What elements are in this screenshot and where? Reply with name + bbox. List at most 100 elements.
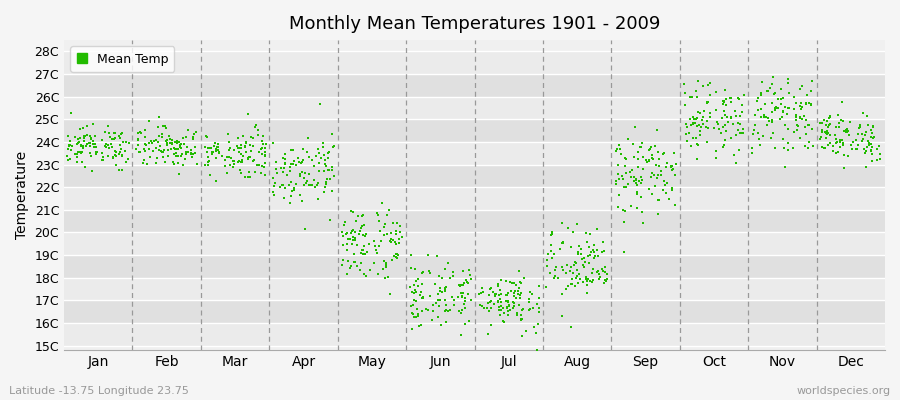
Point — [598, 278, 613, 284]
Point — [564, 280, 579, 287]
Point — [137, 146, 151, 152]
Point — [824, 140, 838, 146]
Point — [232, 145, 247, 151]
Point — [519, 328, 534, 334]
Point — [376, 232, 391, 238]
Point — [169, 150, 184, 156]
Point — [795, 83, 809, 90]
Point — [317, 152, 331, 158]
Point — [179, 150, 194, 157]
Point — [276, 165, 291, 171]
Point — [712, 125, 726, 132]
Point — [218, 156, 232, 163]
Point — [157, 147, 171, 154]
Point — [515, 307, 529, 314]
Point — [133, 128, 148, 135]
Point — [488, 293, 502, 299]
Point — [554, 245, 568, 252]
Point — [652, 163, 667, 169]
Point — [154, 148, 168, 154]
Point — [734, 102, 749, 108]
Point — [335, 229, 349, 236]
Point — [360, 248, 374, 255]
Point — [266, 175, 281, 181]
Point — [345, 241, 359, 247]
Point — [83, 150, 97, 156]
Point — [150, 124, 165, 130]
Point — [777, 145, 791, 151]
Point — [729, 112, 743, 119]
Point — [765, 109, 779, 116]
Point — [587, 255, 601, 262]
Point — [268, 158, 283, 165]
Point — [562, 268, 577, 274]
Point — [393, 229, 408, 235]
Point — [284, 179, 298, 185]
Point — [565, 281, 580, 287]
Point — [325, 163, 339, 170]
Point — [212, 150, 227, 156]
Point — [423, 270, 437, 276]
Point — [691, 109, 706, 115]
Point — [336, 242, 350, 248]
Point — [294, 160, 309, 166]
Point — [758, 100, 772, 107]
Point — [359, 231, 374, 237]
Point — [358, 273, 373, 279]
Point — [96, 156, 111, 163]
Point — [482, 291, 496, 298]
Point — [420, 252, 435, 258]
Point — [104, 144, 119, 150]
Point — [778, 122, 792, 128]
Point — [482, 308, 496, 314]
Point — [238, 144, 253, 150]
Point — [477, 305, 491, 312]
Point — [201, 145, 215, 151]
Point — [716, 99, 731, 105]
Point — [464, 276, 478, 283]
Point — [188, 128, 202, 135]
Point — [130, 130, 145, 136]
Point — [823, 121, 837, 127]
Point — [778, 104, 792, 110]
Point — [819, 118, 833, 124]
Point — [379, 264, 393, 270]
Point — [684, 143, 698, 150]
Point — [666, 166, 680, 172]
Point — [653, 168, 668, 174]
Point — [249, 162, 264, 168]
Point — [348, 218, 363, 224]
Point — [833, 137, 848, 144]
Bar — [64, 232, 885, 255]
Point — [433, 288, 447, 294]
Point — [454, 282, 469, 288]
Point — [423, 292, 437, 299]
Point — [165, 140, 179, 146]
Point — [313, 100, 328, 107]
Point — [198, 161, 212, 168]
Point — [514, 317, 528, 324]
Point — [105, 136, 120, 142]
Point — [774, 100, 788, 107]
Point — [384, 236, 399, 242]
Point — [627, 124, 642, 131]
Point — [379, 260, 393, 266]
Point — [747, 126, 761, 133]
Point — [311, 180, 326, 186]
Point — [446, 269, 461, 276]
Point — [659, 190, 673, 196]
Point — [302, 135, 316, 141]
Point — [347, 229, 362, 236]
Point — [588, 253, 602, 260]
Point — [348, 237, 363, 243]
Point — [297, 182, 311, 188]
Point — [769, 104, 783, 111]
Point — [181, 149, 195, 156]
Point — [158, 125, 173, 132]
Point — [413, 291, 428, 298]
Point — [841, 126, 855, 132]
Point — [778, 164, 792, 170]
Point — [160, 140, 175, 146]
Point — [793, 114, 807, 120]
Point — [112, 134, 127, 141]
